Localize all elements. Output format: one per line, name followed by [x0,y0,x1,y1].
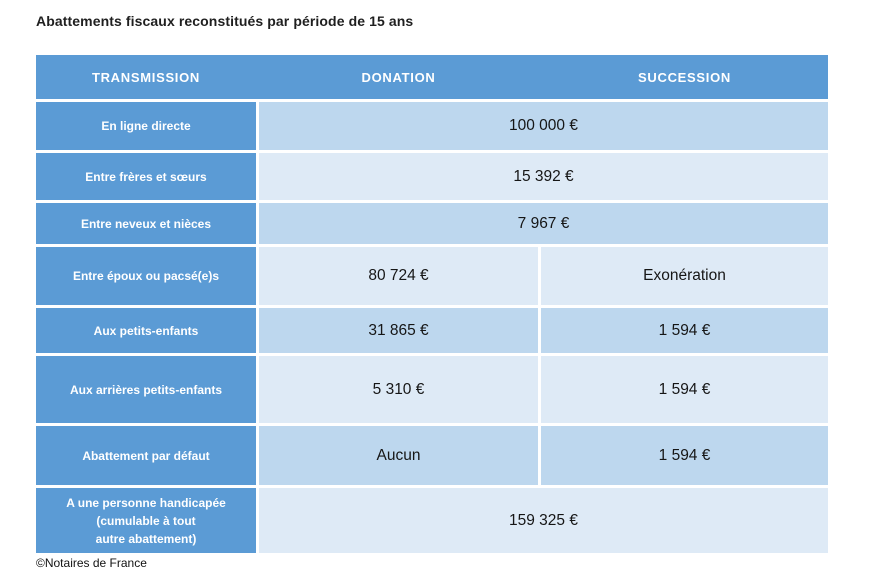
row-label-epoux-pacses: Entre époux ou pacsé(e)s [36,247,256,305]
row-label-petits-enfants: Aux petits-enfants [36,308,256,353]
row-label-line-2: (cumulable à tout [96,513,196,528]
row-label-arrieres-petits-enfants: Aux arrières petits-enfants [36,356,256,423]
row-label-neveux-nieces: Entre neveux et nièces [36,203,256,244]
donation-value-epoux-pacses: 80 724 € [259,247,538,305]
donation-value-abattement-defaut: Aucun [259,426,538,485]
column-header-transmission: TRANSMISSION [91,69,201,85]
merged-value-freres-soeurs: 15 392 € [259,153,828,200]
row-label-ligne-directe: En ligne directe [36,102,256,150]
table-header-row: TRANSMISSION DONATION SUCCESSION [36,55,828,99]
column-header-donation: DONATION [361,69,436,85]
column-header-succession: SUCCESSION [638,69,731,85]
row-label-freres-soeurs: Entre frères et sœurs [36,153,256,200]
donation-value-arrieres-petits-enfants: 5 310 € [259,356,538,423]
row-label-abattement-defaut: Abattement par défaut [36,426,256,485]
page-title: Abattements fiscaux reconstitués par pér… [36,13,414,29]
copyright-note: ©Notaires de France [36,556,147,570]
merged-value-neveux-nieces: 7 967 € [259,203,828,244]
succession-value-epoux-pacses: Exonération [541,247,828,305]
merged-value-personne-handicapee: 159 325 € [259,488,828,553]
succession-value-petits-enfants: 1 594 € [541,308,828,353]
row-label-line-3: autre abattement) [95,531,197,546]
donation-value-petits-enfants: 31 865 € [259,308,538,353]
succession-value-abattement-defaut: 1 594 € [541,426,828,485]
succession-value-arrieres-petits-enfants: 1 594 € [541,356,828,423]
tax-allowances-table: TRANSMISSION DONATION SUCCESSION En lign… [36,55,828,553]
row-label-line-1: A une personne handicapée [66,495,226,510]
row-label-personne-handicapee: A une personne handicapée (cumulable à t… [36,488,256,553]
merged-value-ligne-directe: 100 000 € [259,102,828,150]
